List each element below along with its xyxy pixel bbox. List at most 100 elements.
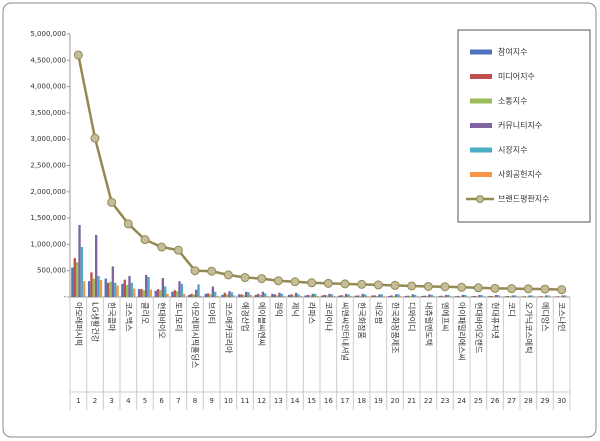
bar [183, 293, 186, 297]
category-number: 25 [474, 397, 483, 405]
bar [487, 296, 491, 297]
bar [297, 294, 300, 297]
line-marker [190, 266, 200, 276]
category-number: 3 [109, 397, 113, 405]
bar [397, 294, 400, 297]
bar [545, 295, 548, 297]
bar [521, 296, 524, 297]
bar [240, 294, 243, 297]
bar [195, 289, 198, 297]
bar [321, 295, 324, 297]
legend-swatch [470, 49, 492, 55]
bar [380, 294, 384, 297]
bar [125, 284, 129, 297]
bar [406, 295, 410, 297]
x-tick-label: 코스나인 [557, 302, 567, 331]
bar [245, 291, 248, 297]
bar [395, 294, 398, 297]
bar [497, 295, 500, 297]
bar [390, 295, 393, 297]
bar [416, 296, 419, 297]
x-tick-label: 브이티 [207, 302, 217, 324]
bar [314, 293, 317, 297]
bar [437, 296, 441, 297]
y-tick-label: 3,500,000 [30, 109, 66, 117]
bar [490, 295, 493, 297]
bar [537, 296, 541, 297]
line-marker [273, 276, 283, 286]
bar [225, 294, 229, 297]
bar [445, 294, 448, 297]
bar [323, 294, 326, 297]
line-marker [107, 197, 117, 207]
bar [156, 289, 160, 297]
bar [345, 293, 348, 297]
bar [166, 293, 169, 297]
x-tick-label: 오가닉코스메틱 [524, 302, 534, 354]
x-tick-label: 엔에프씨 [441, 302, 451, 331]
bar [480, 295, 484, 297]
y-tick-label: 500,000 [37, 267, 66, 275]
line-marker [423, 281, 433, 291]
bar [459, 296, 462, 297]
bar [347, 294, 350, 297]
bar [206, 293, 210, 297]
legend-swatch [470, 147, 492, 153]
bar [533, 296, 536, 297]
category-number: 20 [391, 397, 400, 405]
bar [154, 290, 157, 297]
bar [73, 258, 76, 297]
bar [354, 295, 357, 297]
x-tick-label: 현대퓨처넷 [491, 302, 500, 339]
bar [328, 293, 331, 297]
x-tick-label: 에이블씨엔씨 [257, 302, 267, 346]
bar [254, 294, 257, 297]
bar [528, 295, 531, 297]
category-number: 21 [407, 397, 416, 405]
bar [256, 293, 260, 297]
bar [290, 294, 293, 297]
bar [275, 295, 279, 297]
bar [287, 294, 291, 297]
x-tick-label: 씨앤씨인터내셔널 [341, 302, 351, 361]
line-marker [257, 274, 267, 284]
line-marker [523, 284, 533, 294]
bar [95, 234, 98, 297]
bar [104, 278, 107, 297]
bar [92, 278, 95, 297]
bar [228, 291, 231, 297]
line-marker [390, 280, 400, 290]
legend-swatch [470, 123, 492, 128]
bar [259, 294, 262, 297]
bar [261, 291, 265, 297]
bar [361, 293, 365, 297]
bar [440, 295, 443, 297]
category-number: 13 [274, 397, 283, 405]
bar [371, 295, 374, 297]
legend-swatch [470, 98, 492, 104]
legend-label: 참여지수 [498, 47, 527, 57]
bar [478, 294, 481, 297]
line-marker [440, 282, 450, 292]
bar [456, 295, 460, 297]
category-number: 23 [441, 397, 450, 405]
y-tick-label: 2,500,000 [30, 162, 66, 170]
bar [387, 295, 391, 297]
bar [514, 295, 517, 297]
bar [475, 296, 479, 297]
bar [442, 296, 445, 297]
category-number: 1 [76, 397, 80, 405]
bar [209, 294, 212, 297]
bar [547, 295, 550, 297]
bar [356, 295, 360, 297]
bar [330, 294, 334, 297]
bar [373, 295, 376, 297]
x-tick-label: 코디 [507, 302, 516, 317]
x-tick-label: 네오팜 [374, 302, 384, 325]
bar [549, 296, 553, 297]
category-number: 5 [143, 397, 147, 405]
bar [342, 295, 345, 297]
line-marker [373, 280, 383, 290]
bar [423, 295, 426, 297]
bar [409, 295, 412, 297]
